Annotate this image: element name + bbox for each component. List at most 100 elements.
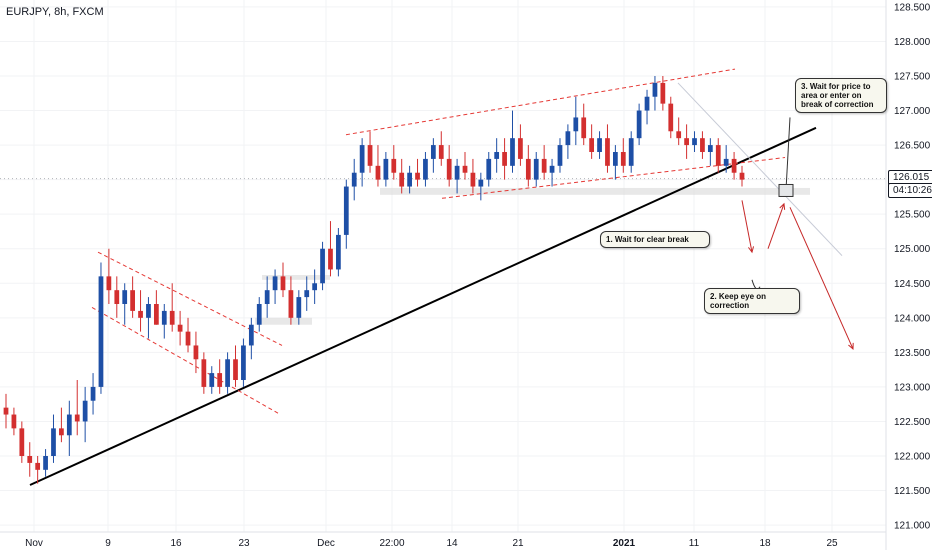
candle-body xyxy=(11,414,17,429)
candle-body xyxy=(304,290,310,298)
candle-body xyxy=(35,462,41,470)
annotation-keep-eye[interactable]: 2. Keep eye on correction xyxy=(704,288,800,314)
candle-body xyxy=(351,172,357,187)
candle-body xyxy=(217,373,223,387)
y-tick-label: 121.000 xyxy=(894,521,931,532)
candle-body xyxy=(581,117,587,139)
candle-body xyxy=(731,158,737,173)
x-tick-label: 25 xyxy=(826,538,838,549)
x-tick-label: 22:00 xyxy=(379,538,404,549)
candle-body xyxy=(739,172,745,180)
candle-body xyxy=(90,386,96,401)
candle-body xyxy=(209,373,215,387)
candle-body xyxy=(375,165,381,180)
candle-body xyxy=(470,172,476,187)
candle-body xyxy=(684,138,689,146)
support-zone xyxy=(255,317,312,325)
candle-body xyxy=(430,145,436,159)
projection-arrow-down-2 xyxy=(789,207,854,350)
y-tick-label: 125.000 xyxy=(894,244,931,255)
candle-body xyxy=(557,145,563,166)
y-tick-label: 128.500 xyxy=(894,2,931,13)
x-tick-label: Dec xyxy=(317,538,335,549)
candle-body xyxy=(82,400,88,422)
candle-body xyxy=(676,131,682,139)
time-axis[interactable]: Nov 9 16 23 Dec 22:00 14 21 2021 11 18 25 xyxy=(25,538,838,549)
x-tick-label: 18 xyxy=(759,538,771,549)
target-box xyxy=(778,183,794,197)
candle-body xyxy=(3,407,9,415)
projection-arrows xyxy=(741,117,854,350)
candle-body xyxy=(272,276,278,291)
annotation-wait-break[interactable]: 1. Wait for clear break xyxy=(600,231,710,248)
candle-body xyxy=(692,138,697,146)
y-tick-label: 121.500 xyxy=(894,486,931,497)
candle-body xyxy=(700,138,705,152)
candle-body xyxy=(636,110,642,139)
channel-line xyxy=(345,68,736,136)
candle-body xyxy=(383,158,389,180)
channel-line xyxy=(91,307,279,414)
candle-body xyxy=(233,359,238,380)
candle-body xyxy=(597,138,602,152)
candle-body xyxy=(620,152,626,166)
candle-body xyxy=(280,276,286,291)
candle-body xyxy=(296,297,302,318)
candle-body xyxy=(177,324,183,332)
candle-body xyxy=(264,290,270,304)
candle-body xyxy=(19,428,25,456)
candle-body xyxy=(628,138,634,166)
y-tick-label: 125.500 xyxy=(894,210,931,221)
descending-guide-line xyxy=(677,82,843,256)
candle-body xyxy=(138,310,143,318)
x-tick-label: 21 xyxy=(512,538,524,549)
candle-body xyxy=(122,290,128,304)
candle-body xyxy=(153,304,159,325)
price-axis[interactable]: 128.500128.000127.500127.000126.500126.0… xyxy=(894,2,931,531)
x-tick-label: 23 xyxy=(238,538,250,549)
candle-body xyxy=(438,145,444,159)
candle-body xyxy=(359,145,365,173)
candle-body xyxy=(565,131,571,146)
candle-body xyxy=(320,248,325,284)
x-tick-label: 9 xyxy=(105,538,111,549)
y-tick-label: 126.500 xyxy=(894,141,931,152)
candle-body xyxy=(343,186,349,235)
candle-body xyxy=(605,138,610,166)
drawn-lines xyxy=(29,68,843,486)
y-tick-label: 127.500 xyxy=(894,72,931,83)
candle-body xyxy=(423,158,428,180)
candle-body xyxy=(644,96,650,111)
candle-body xyxy=(518,138,523,159)
candle-body xyxy=(114,290,120,304)
candle-body xyxy=(130,290,135,311)
candle-body xyxy=(161,310,167,325)
candle-body xyxy=(415,172,420,180)
x-tick-label: Nov xyxy=(25,538,43,549)
candle-body xyxy=(533,158,539,180)
candle-body xyxy=(462,165,468,173)
candle-body xyxy=(328,248,333,270)
candle-body xyxy=(169,310,175,325)
candle-body xyxy=(66,414,72,436)
support-zone xyxy=(380,187,810,195)
candle-body xyxy=(541,158,547,173)
candle-body xyxy=(486,158,492,180)
y-tick-label: 124.500 xyxy=(894,279,931,290)
candle-body xyxy=(707,145,713,152)
callout-pointer-3 xyxy=(785,117,791,191)
candle-body xyxy=(106,276,112,291)
candle-body xyxy=(51,428,56,456)
candle-body xyxy=(502,152,507,166)
candle-body xyxy=(367,145,373,166)
annotation-wait-price[interactable]: 3. Wait for price to area or enter on br… xyxy=(795,78,887,113)
support-zone xyxy=(262,274,330,280)
candle-body xyxy=(715,145,721,166)
candle-body xyxy=(391,158,397,173)
y-tick-label: 128.000 xyxy=(894,37,931,48)
y-tick-label: 124.000 xyxy=(894,313,931,324)
candle-body xyxy=(256,304,262,325)
candle-body xyxy=(248,324,254,346)
candle-body xyxy=(454,165,460,180)
